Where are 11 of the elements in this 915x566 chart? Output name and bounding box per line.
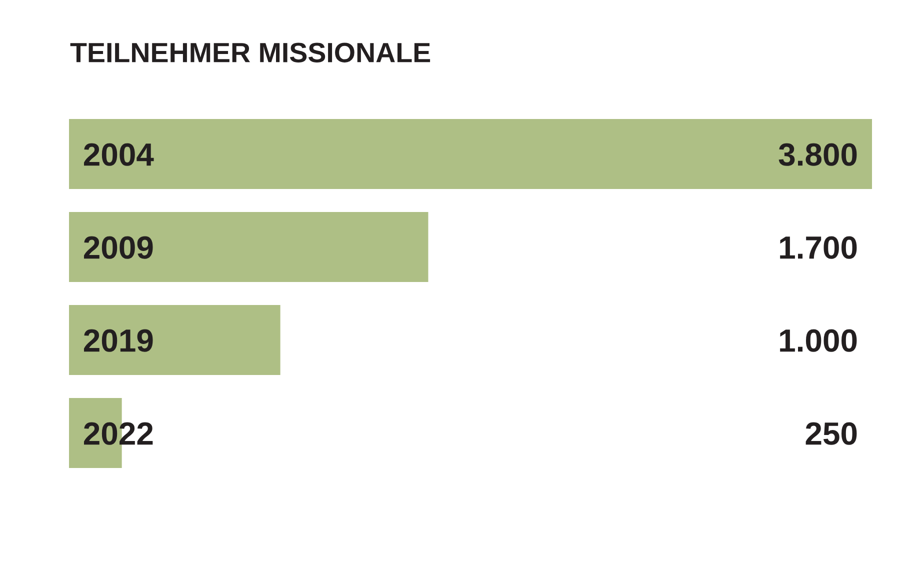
bar	[69, 119, 872, 189]
y-tick-label: 2009	[84, 236, 153, 259]
bar	[69, 305, 280, 375]
data-label: 3.800	[778, 143, 857, 166]
data-label: 1.000	[780, 329, 857, 352]
y-tick-label: 2019	[84, 329, 153, 352]
data-label: 250	[806, 422, 857, 445]
bar	[69, 212, 428, 282]
chart-title: TEILNEHMER MISSIONALE	[70, 42, 430, 62]
data-label: 1.700	[780, 236, 857, 259]
y-tick-label: 2004	[84, 143, 154, 166]
